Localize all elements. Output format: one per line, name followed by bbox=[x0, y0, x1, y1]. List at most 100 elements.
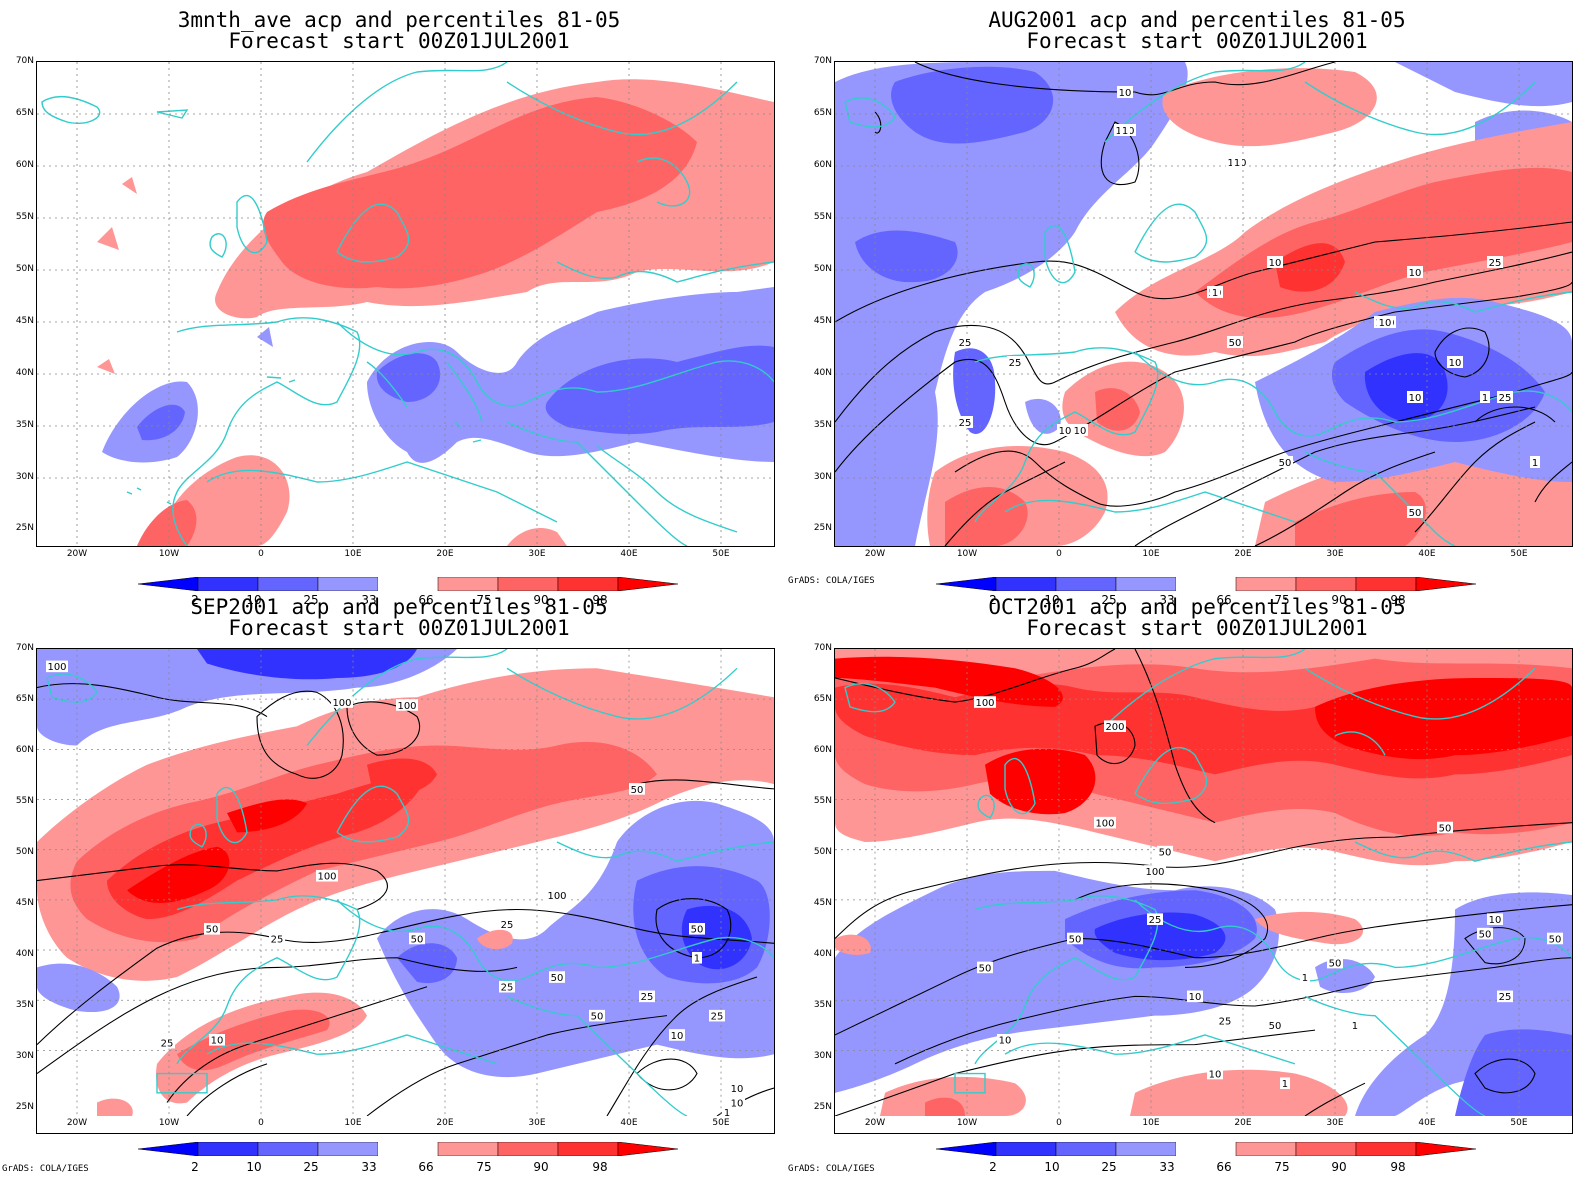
shade-light-blue bbox=[1025, 398, 1061, 434]
colorbar-bin bbox=[1176, 1142, 1236, 1156]
colorbar-label: 33 bbox=[1159, 1160, 1175, 1174]
contour-label-bg bbox=[689, 923, 705, 935]
contour-label-bg bbox=[1267, 1019, 1283, 1032]
contour-label-bg bbox=[1232, 156, 1242, 168]
lat-label: 35N bbox=[15, 420, 34, 430]
contour-label: 50 bbox=[1159, 848, 1172, 859]
colorbar-label: 33 bbox=[361, 593, 377, 607]
colorbar-bin bbox=[557, 1142, 619, 1156]
colorbar-bin bbox=[1235, 1142, 1297, 1156]
contour-label-bg bbox=[499, 980, 515, 993]
contour-label: 1 bbox=[1212, 288, 1218, 299]
shade-mid-blue bbox=[376, 353, 441, 402]
lat-label: 40N bbox=[813, 949, 832, 959]
map-plot bbox=[36, 61, 775, 547]
colorbar-bin bbox=[197, 1142, 259, 1156]
colorbar-bin bbox=[317, 1142, 379, 1156]
contour-label: 50 bbox=[1269, 1021, 1282, 1032]
contour-label-bg bbox=[669, 1029, 685, 1041]
contour-label-bg bbox=[1144, 865, 1166, 877]
colorbar-label: 2 bbox=[191, 593, 199, 607]
lat-label: 50N bbox=[15, 847, 34, 857]
contour-label-bg bbox=[1447, 356, 1463, 368]
lat-label: 25N bbox=[813, 523, 832, 533]
contour-label: 10 bbox=[211, 1036, 224, 1047]
colorbar-label: 98 bbox=[592, 593, 608, 607]
colorbar-label: 75 bbox=[476, 593, 492, 607]
lon-label: 10E bbox=[1142, 549, 1160, 559]
lat-label: 50N bbox=[813, 847, 832, 857]
contour-label-bg bbox=[629, 783, 645, 795]
contour-label: 1 bbox=[1234, 158, 1240, 169]
contour-label: 10 bbox=[671, 1031, 684, 1042]
contour-label: 1 bbox=[694, 954, 700, 965]
contour-label: 10 bbox=[1379, 318, 1392, 329]
colorbar-bin bbox=[378, 577, 438, 591]
contour-label-bg bbox=[722, 1106, 732, 1116]
lat-label: 55N bbox=[15, 212, 34, 222]
colorbar-label: 66 bbox=[1216, 593, 1232, 607]
shade-blue bbox=[197, 649, 417, 680]
panel-title: SEP2001 acp and percentiles 81-05 bbox=[190, 595, 608, 619]
lat-label: 70N bbox=[15, 643, 34, 653]
lon-label: 50E bbox=[712, 1118, 730, 1128]
lon-label: 0 bbox=[1056, 1118, 1062, 1128]
shade-light-blue bbox=[1395, 62, 1572, 107]
contour-label: 100 bbox=[1095, 819, 1114, 830]
contour-label-bg bbox=[1350, 1019, 1360, 1032]
contour-label: 50 bbox=[631, 785, 644, 796]
contour-label: 50 bbox=[1279, 458, 1292, 469]
colorbar-bin bbox=[995, 1142, 1057, 1156]
contour-label: 25 bbox=[959, 338, 972, 349]
contour-label: 50 bbox=[1069, 934, 1082, 945]
contour-label: 100 bbox=[975, 698, 994, 709]
contour-labels: 100 200 100 100 50 50 25 50 50 50 25 50 10 10 10 1 50 50 2… bbox=[974, 696, 1563, 1090]
colorbar-label: 2 bbox=[989, 593, 997, 607]
lat-label: 30N bbox=[813, 472, 832, 482]
contour-label: 10 bbox=[1489, 915, 1502, 926]
coastline-layer bbox=[46, 649, 774, 1116]
coastline-layer bbox=[844, 62, 1572, 546]
panel-aug2001: AUG2001 acp and percentiles 81-05 Foreca… bbox=[788, 0, 1596, 607]
contour-label-bg bbox=[1094, 816, 1116, 829]
lat-label: 65N bbox=[15, 108, 34, 118]
contour-label-bg bbox=[957, 336, 973, 348]
contour-label-bg bbox=[1277, 456, 1293, 468]
shade-light-red bbox=[477, 929, 513, 950]
contour-label-bg bbox=[1437, 821, 1453, 834]
contour-labels: 100 100 100 50 100 100 50 25 50 50 25 25 50 10 50 25 25 1… bbox=[46, 660, 745, 1116]
contour-label: 200 bbox=[1105, 722, 1124, 733]
contour-label: 100 bbox=[47, 662, 66, 673]
contour-label-bg bbox=[209, 1033, 225, 1046]
contour-label-bg bbox=[1227, 336, 1243, 348]
colorbar-bin bbox=[257, 1142, 319, 1156]
colorbar-label: 25 bbox=[303, 593, 319, 607]
shade-red bbox=[835, 656, 1063, 707]
graticule bbox=[37, 62, 774, 546]
lon-label: 0 bbox=[258, 549, 264, 559]
colorbar-label: 25 bbox=[1101, 593, 1117, 607]
contour-label: 10 bbox=[1074, 426, 1087, 437]
panel-title: OCT2001 acp and percentiles 81-05 bbox=[988, 595, 1406, 619]
shade-mid-blue bbox=[545, 345, 774, 435]
colorbar bbox=[936, 577, 1476, 591]
panel-3month-average: 3mnth_ave acp and percentiles 81-05 Fore… bbox=[0, 0, 798, 607]
map-field: 5010010050501005025251010502510251010111… bbox=[835, 62, 1572, 546]
colorbar-label: 10 bbox=[1044, 593, 1060, 607]
contour-lines bbox=[835, 62, 1572, 546]
contour-label-bg bbox=[1407, 266, 1423, 278]
contour-label: 50 bbox=[1229, 338, 1242, 349]
colorbar-bin bbox=[1115, 1142, 1177, 1156]
colorbar-label: 75 bbox=[1274, 593, 1290, 607]
lon-label: 40E bbox=[620, 549, 638, 559]
contour-label-bg bbox=[1207, 1067, 1223, 1080]
lat-label: 50N bbox=[813, 264, 832, 274]
contour-label-bg bbox=[331, 696, 353, 708]
contour-label-bg bbox=[1377, 316, 1393, 328]
colorbar-label: 2 bbox=[191, 1160, 199, 1174]
lon-label: 10W bbox=[158, 1118, 180, 1128]
contour-label: 25 bbox=[959, 418, 972, 429]
lat-label: 40N bbox=[15, 949, 34, 959]
shade-light-blue bbox=[257, 327, 273, 347]
contour-label-bg bbox=[1530, 456, 1540, 468]
